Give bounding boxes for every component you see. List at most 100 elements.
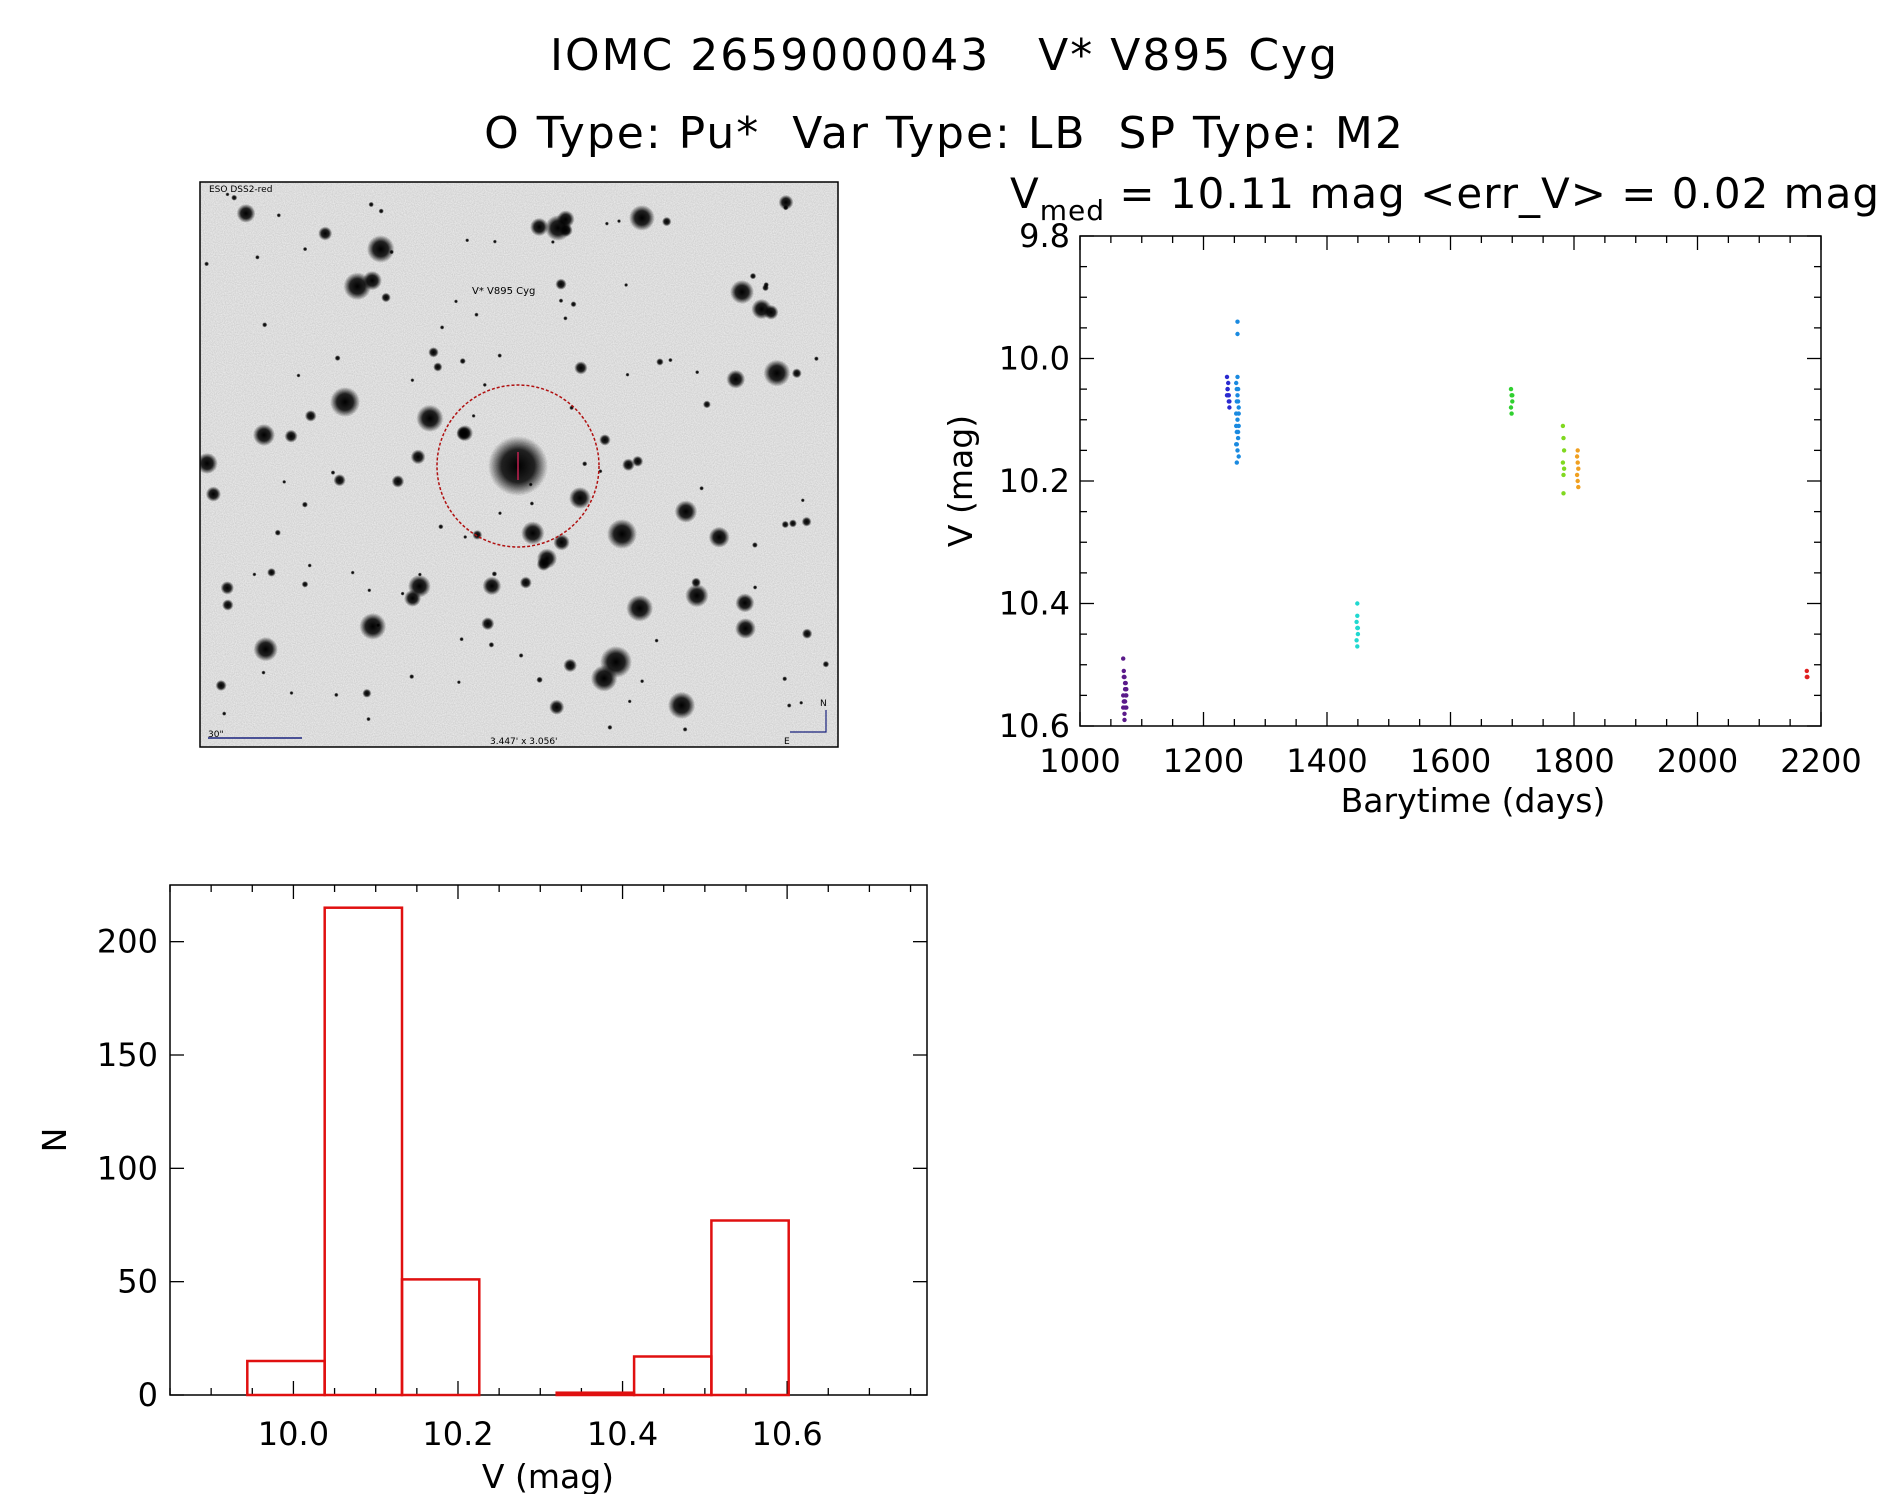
star xyxy=(343,272,372,301)
histogram-ylabel: N xyxy=(35,1128,74,1153)
data-point xyxy=(1226,380,1231,386)
y-tick-label: 200 xyxy=(97,923,158,961)
star xyxy=(763,304,779,320)
star xyxy=(519,576,532,589)
star xyxy=(465,238,470,243)
light-curve-axes: 1000 1200 1400 1600 1800 2000 2200 9.8 10.0 10.2 1… xyxy=(999,217,1862,780)
series-group7 xyxy=(1574,448,1581,490)
star xyxy=(366,716,371,722)
star xyxy=(703,400,711,409)
star xyxy=(330,470,336,475)
scale-label: 30" xyxy=(208,730,224,740)
data-point xyxy=(1575,460,1580,465)
star xyxy=(563,658,577,673)
star xyxy=(301,581,309,588)
x-tick-label: 10.0 xyxy=(258,1415,329,1453)
compass-east: E xyxy=(784,737,790,747)
data-point xyxy=(1235,374,1240,380)
star xyxy=(376,623,381,628)
star xyxy=(625,372,630,377)
star xyxy=(378,208,384,214)
star xyxy=(391,475,405,488)
data-point xyxy=(1561,491,1566,496)
bright-star xyxy=(607,519,637,549)
star xyxy=(428,347,439,358)
star xyxy=(459,358,466,365)
star xyxy=(786,703,792,708)
star xyxy=(656,358,664,366)
light-curve-title-v: V xyxy=(1010,169,1040,218)
x-tick-label: 1600 xyxy=(1410,742,1491,780)
star xyxy=(459,637,464,642)
star xyxy=(215,680,227,691)
star xyxy=(536,676,543,683)
light-curve-xlabel: Barytime (days) xyxy=(1341,781,1606,820)
star xyxy=(530,217,549,237)
data-point xyxy=(1576,484,1581,490)
star xyxy=(333,474,346,487)
star xyxy=(752,585,758,590)
star xyxy=(529,501,535,506)
star xyxy=(400,591,405,596)
y-tick-label: 10.2 xyxy=(999,462,1070,500)
x-tick-label: 1000 xyxy=(1039,742,1120,780)
star xyxy=(822,660,830,668)
star xyxy=(599,434,611,446)
star xyxy=(492,239,497,244)
x-tick-label: 1400 xyxy=(1286,742,1367,780)
star xyxy=(781,520,789,529)
data-point xyxy=(1121,674,1127,680)
star xyxy=(474,312,479,317)
star xyxy=(334,692,339,698)
x-tick-label: 10.4 xyxy=(587,1415,658,1453)
star xyxy=(699,486,704,491)
star xyxy=(236,204,256,223)
star xyxy=(521,521,545,545)
star xyxy=(783,205,789,211)
star xyxy=(622,458,635,472)
data-point xyxy=(1355,613,1360,618)
star xyxy=(276,213,281,218)
star xyxy=(674,500,698,523)
chart-title-line1: IOMC 2659000043 V* V895 Cyg xyxy=(549,30,1340,81)
star xyxy=(255,254,260,260)
y-tick-label: 150 xyxy=(97,1036,158,1074)
y-tick-label: 50 xyxy=(117,1263,158,1301)
histogram-bar xyxy=(632,1355,713,1397)
bright-star xyxy=(569,487,591,509)
star xyxy=(261,670,266,675)
star xyxy=(629,205,655,231)
star xyxy=(368,201,374,208)
star xyxy=(662,216,672,227)
x-tick-label: 1200 xyxy=(1163,742,1244,780)
y-tick-label: 100 xyxy=(97,1149,158,1187)
star xyxy=(301,501,308,508)
star xyxy=(735,593,755,613)
star xyxy=(359,613,387,640)
data-point xyxy=(1235,435,1241,441)
data-point xyxy=(1560,423,1566,429)
star xyxy=(253,637,278,662)
star xyxy=(570,301,577,308)
star xyxy=(274,529,281,536)
star xyxy=(463,535,468,539)
data-point xyxy=(1561,472,1566,478)
data-point xyxy=(1234,460,1240,465)
star xyxy=(626,594,654,622)
star xyxy=(456,425,474,442)
data-point xyxy=(1121,668,1127,674)
star xyxy=(582,461,588,467)
y-tick-label: 0 xyxy=(138,1376,158,1414)
data-point xyxy=(1804,674,1810,680)
histogram-bars xyxy=(246,906,790,1397)
data-point xyxy=(1226,393,1232,398)
star xyxy=(471,413,476,418)
y-tick-label: 10.4 xyxy=(999,585,1070,623)
star xyxy=(410,449,426,465)
star xyxy=(433,362,443,372)
compass-north: N xyxy=(820,699,827,709)
data-point xyxy=(1561,435,1566,441)
data-point xyxy=(1804,668,1810,674)
data-point xyxy=(1227,399,1232,404)
star xyxy=(574,361,588,375)
